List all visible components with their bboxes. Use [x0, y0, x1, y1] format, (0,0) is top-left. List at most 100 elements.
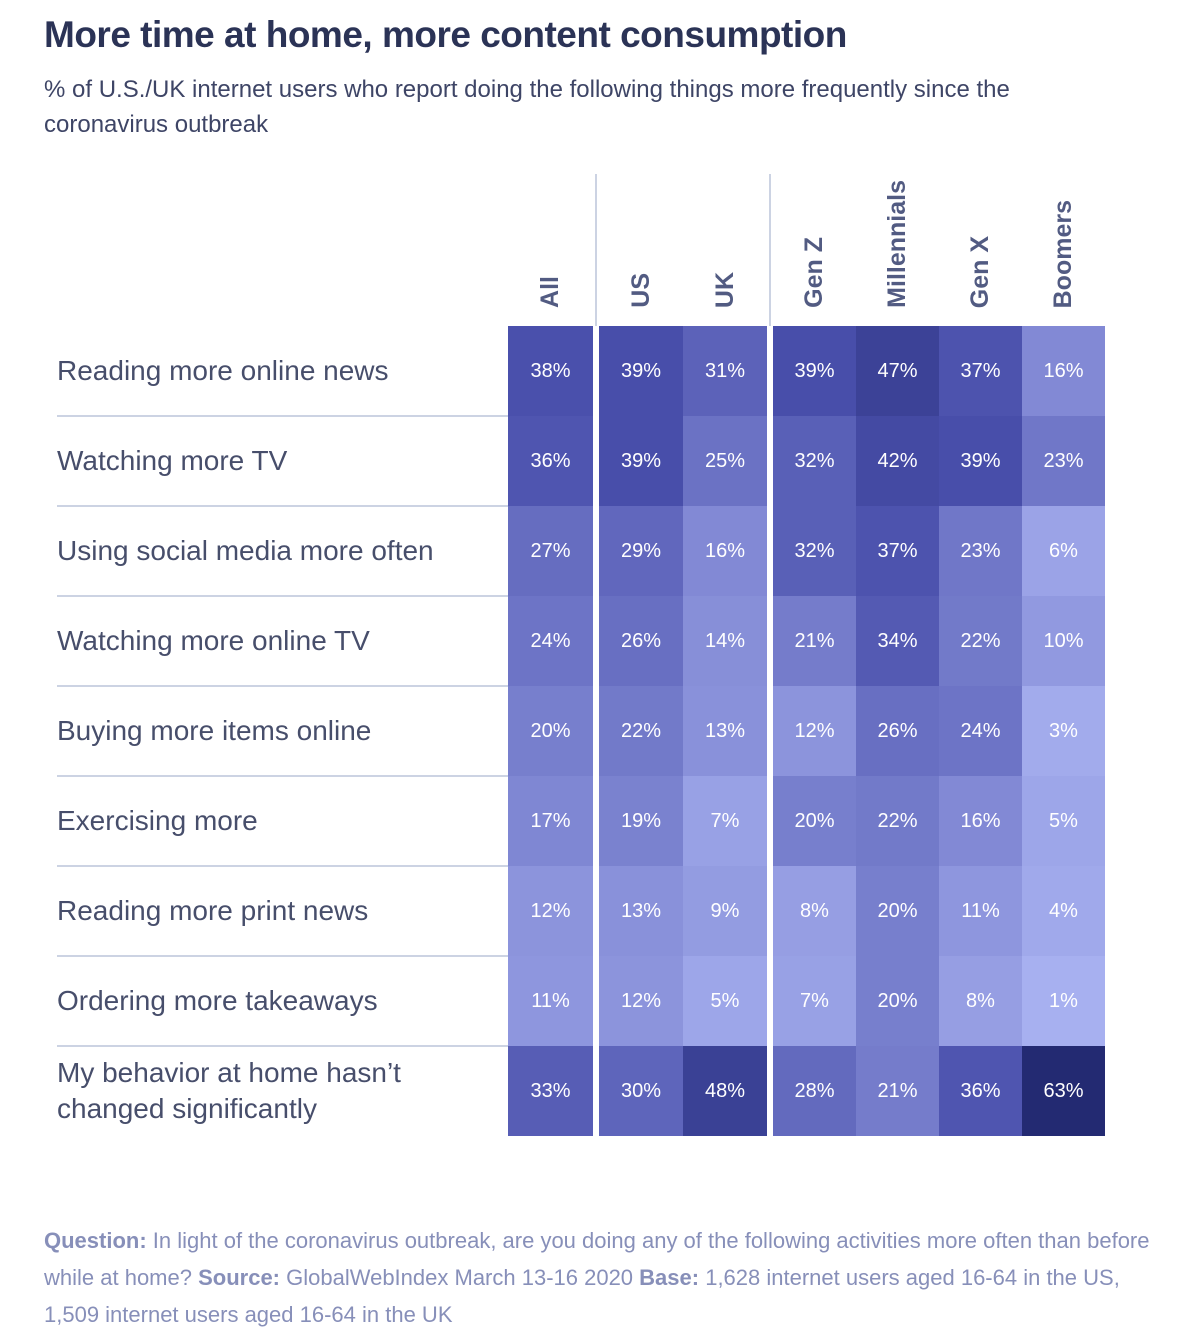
heatmap-cell: 13% [683, 686, 767, 776]
row-label: My behavior at home hasn’t changed signi… [57, 1057, 401, 1124]
heatmap-cell: 16% [939, 776, 1022, 866]
heatmap-row: Watching more online TV 24% 26% 14% 21% 34% 22… [57, 595, 1105, 686]
heatmap-cell: 33% [508, 1046, 593, 1136]
column-header-label: Millennials [883, 180, 911, 308]
heatmap-cell: 28% [773, 1046, 856, 1136]
column-header-millennials: Millennials [856, 166, 939, 326]
heatmap-cell: 21% [773, 596, 856, 686]
heatmap-cell: 34% [856, 596, 939, 686]
heatmap-cell: 1% [1022, 956, 1105, 1046]
heatmap-cell: 63% [1022, 1046, 1105, 1136]
footnote-label: Question: [44, 1228, 147, 1253]
heatmap-cell: 16% [1022, 326, 1105, 416]
row-label: Reading more print news [57, 895, 369, 926]
column-header-gen-x: Gen X [939, 166, 1022, 326]
heatmap-cell: 32% [773, 506, 856, 596]
heatmap-cell: 17% [508, 776, 593, 866]
column-header-uk: UK [683, 166, 767, 326]
heatmap-cell: 22% [856, 776, 939, 866]
row-label: Reading more online news [57, 355, 389, 386]
heatmap-cell: 38% [508, 326, 593, 416]
column-header-gen-z: Gen Z [773, 166, 856, 326]
heatmap-row: Watching more TV 36% 39% 25% 32% 42% 39% 23% [57, 415, 1105, 506]
heatmap-cell: 39% [599, 326, 683, 416]
heatmap-cell: 11% [508, 956, 593, 1046]
source-footnote: Question: In light of the coronavirus ou… [44, 1222, 1164, 1333]
heatmap-cell: 14% [683, 596, 767, 686]
heatmap-row: My behavior at home hasn’t changed signi… [57, 1045, 1105, 1136]
row-label: Buying more items online [57, 715, 372, 746]
heatmap-cell: 12% [599, 956, 683, 1046]
column-group-divider-line [769, 174, 771, 326]
heatmap-cell: 8% [939, 956, 1022, 1046]
heatmap-cell: 3% [1022, 686, 1105, 776]
heatmap-row: Exercising more 17% 19% 7% 20% 22% 16% 5% [57, 775, 1105, 866]
chart-title: More time at home, more content consumpt… [44, 14, 847, 55]
heatmap-cell: 21% [856, 1046, 939, 1136]
heatmap-cell: 31% [683, 326, 767, 416]
heatmap-row: Buying more items online 20% 22% 13% 12% 26% 2… [57, 685, 1105, 776]
footnote-label: Source: [198, 1265, 281, 1290]
heatmap-cell: 32% [773, 416, 856, 506]
heatmap-cell: 25% [683, 416, 767, 506]
column-header-label: Gen X [966, 235, 994, 308]
footnote-text: GlobalWebIndex March 13-16 2020 [280, 1265, 640, 1290]
heatmap-cell: 39% [773, 326, 856, 416]
heatmap-row: Reading more online news 38% 39% 31% 39% 47% 3… [57, 326, 1105, 416]
heatmap-cell: 12% [773, 686, 856, 776]
row-label: Exercising more [57, 805, 258, 836]
column-header-label: UK [710, 271, 739, 308]
chart-subtitle: % of U.S./UK internet users who report d… [44, 76, 1010, 138]
heatmap-cell: 26% [599, 596, 683, 686]
column-header-all: All [508, 166, 593, 326]
heatmap-cell: 20% [773, 776, 856, 866]
heatmap-chart: All US UK Gen Z Millennials Gen X Boomers Read… [57, 166, 1105, 1136]
heatmap-cell: 36% [508, 416, 593, 506]
row-label: Using social media more often [57, 535, 434, 566]
column-header-label: Boomers [1049, 199, 1077, 308]
row-label: Watching more TV [57, 445, 288, 476]
heatmap-cell: 10% [1022, 596, 1105, 686]
heatmap-cell: 42% [856, 416, 939, 506]
heatmap-cell: 8% [773, 866, 856, 956]
heatmap-row: Using social media more often 27% 29% 16% 32… [57, 505, 1105, 596]
column-header-label: US [626, 273, 655, 308]
heatmap-cell: 7% [773, 956, 856, 1046]
heatmap-cell: 19% [599, 776, 683, 866]
heatmap-cell: 11% [939, 866, 1022, 956]
heatmap-cell: 6% [1022, 506, 1105, 596]
heatmap-cell: 39% [599, 416, 683, 506]
heatmap-row: Ordering more takeaways 11% 12% 5% 7% 20% 8% 1% [57, 955, 1105, 1046]
heatmap-column-header-band: All US UK Gen Z Millennials Gen X Boomers [57, 166, 1105, 326]
heatmap-cell: 48% [683, 1046, 767, 1136]
heatmap-row: Reading more print news 12% 13% 9% 8% 20% 11% 4… [57, 865, 1105, 956]
heatmap-cell: 36% [939, 1046, 1022, 1136]
column-header-label: All [536, 276, 564, 308]
column-group-divider-line [595, 174, 597, 326]
heatmap-cell: 16% [683, 506, 767, 596]
heatmap-cell: 37% [856, 506, 939, 596]
heatmap-cell: 47% [856, 326, 939, 416]
heatmap-cell: 9% [683, 866, 767, 956]
column-header-boomers: Boomers [1022, 166, 1105, 326]
heatmap-cell: 5% [1022, 776, 1105, 866]
heatmap-cell: 20% [508, 686, 593, 776]
heatmap-cell: 24% [508, 596, 593, 686]
heatmap-cell: 23% [939, 506, 1022, 596]
heatmap-cell: 37% [939, 326, 1022, 416]
footnote-text: In light of the coronavirus outbreak, ar… [44, 1228, 1150, 1290]
heatmap-cell: 12% [508, 866, 593, 956]
heatmap-cell: 7% [683, 776, 767, 866]
heatmap-cell: 13% [599, 866, 683, 956]
heatmap-cell: 27% [508, 506, 593, 596]
heatmap-cell: 4% [1022, 866, 1105, 956]
column-header-us: US [599, 166, 683, 326]
heatmap-cell: 20% [856, 866, 939, 956]
heatmap-cell: 30% [599, 1046, 683, 1136]
heatmap-cell: 5% [683, 956, 767, 1046]
heatmap-cell: 23% [1022, 416, 1105, 506]
row-label: Watching more online TV [57, 625, 370, 656]
column-header-label: Gen Z [800, 237, 828, 308]
heatmap-cell: 22% [939, 596, 1022, 686]
